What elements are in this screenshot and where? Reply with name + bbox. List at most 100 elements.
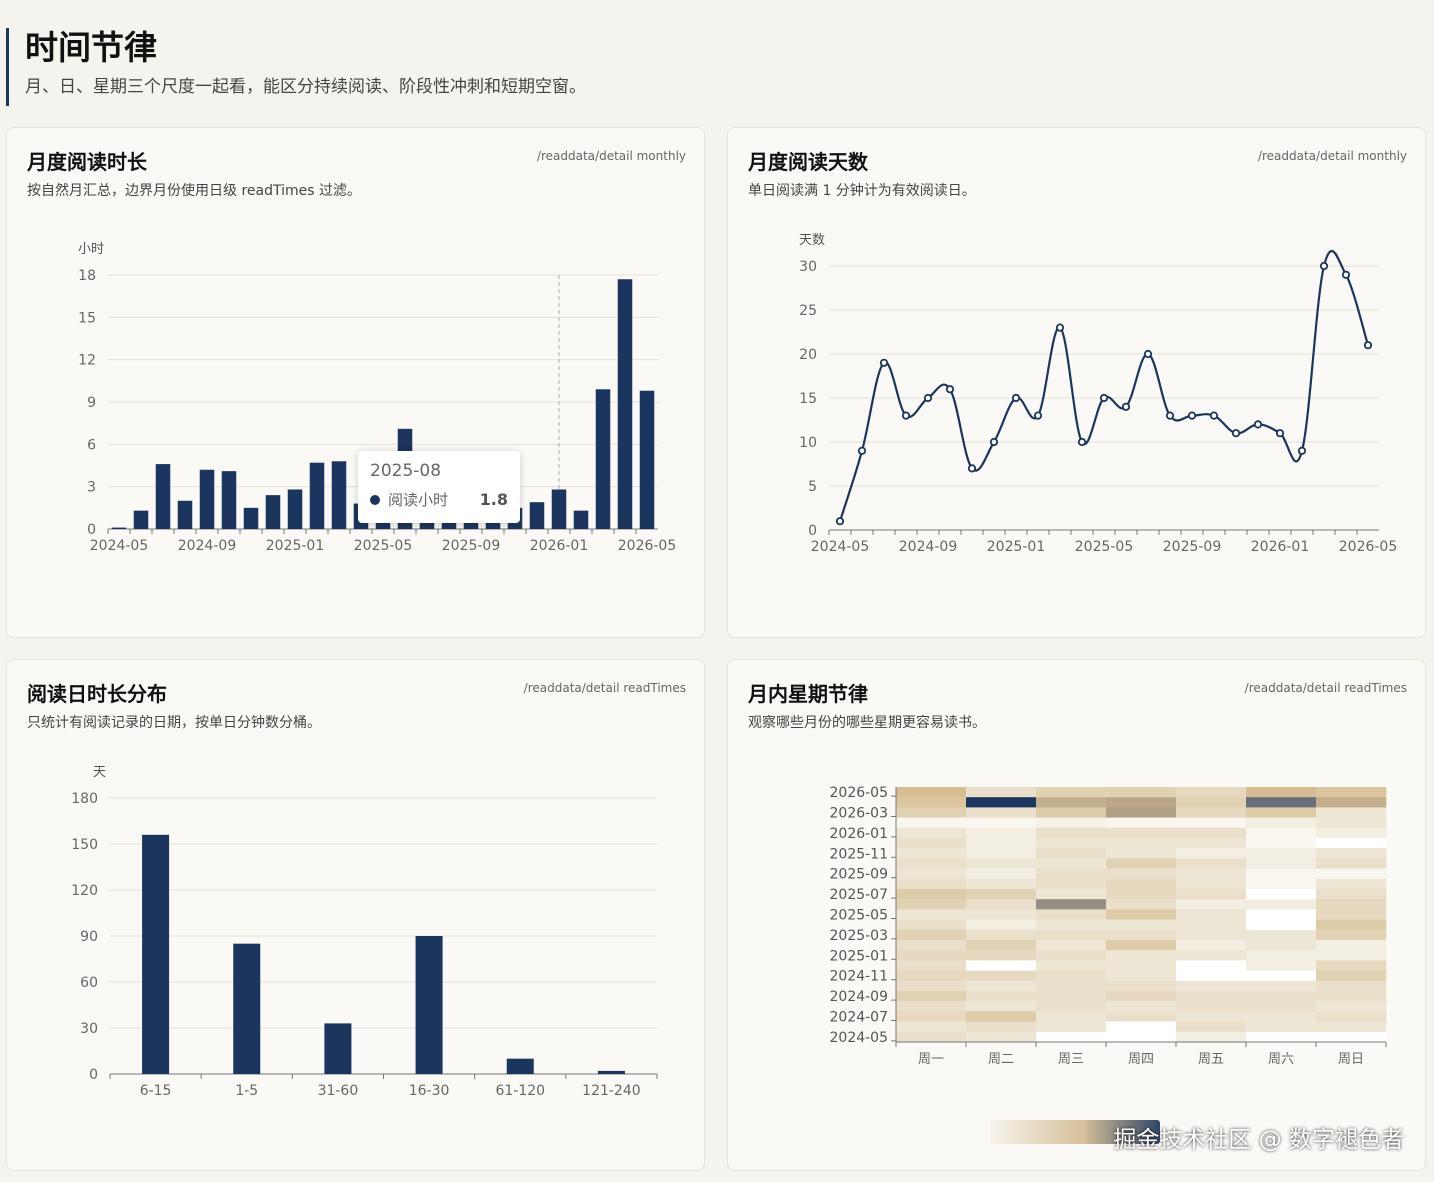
heat-cell-2024-11-周三 (1036, 970, 1107, 982)
heat-cell-2026-02-周五 (1176, 817, 1247, 829)
y-axis-label: 小时 (78, 242, 104, 257)
heat-cell-2024-05-周四 (1106, 1031, 1177, 1043)
heat-cell-2025-01-周二 (966, 950, 1037, 961)
heat-cell-2024-07-周三 (1036, 1011, 1107, 1022)
point-2024-06 (857, 446, 867, 455)
heat-cell-2025-11-周二 (966, 848, 1037, 859)
x-tick-label: 周二 (988, 1052, 1014, 1067)
heat-cell-2025-11-周三 (1036, 848, 1107, 859)
x-tick-label: 1-5 (235, 1083, 258, 1099)
bar-2024-08 (177, 500, 193, 529)
heat-cell-2026-01-周日 (1316, 827, 1387, 839)
bar-2024-10 (221, 471, 237, 529)
section-title: 时间节律 (25, 28, 157, 67)
heat-cell-2025-12-周四 (1106, 838, 1177, 849)
heat-cell-2024-11-周一 (896, 970, 967, 982)
bar-2024-09 (199, 469, 215, 529)
heat-cell-2025-04-周六 (1246, 919, 1317, 931)
heat-cell-2024-12-周五 (1176, 960, 1247, 971)
heat-cell-2025-01-周一 (896, 950, 967, 961)
bar-1-5 (233, 943, 261, 1074)
y-axis-label: 天 (93, 765, 106, 780)
heat-cell-2025-07-周二 (966, 889, 1037, 900)
heat-cell-2026-04-周二 (966, 797, 1037, 808)
heat-cell-2025-10-周一 (896, 858, 967, 869)
heat-cell-2025-07-周一 (896, 889, 967, 900)
heat-cell-2025-03-周四 (1106, 929, 1177, 941)
heat-cell-2025-03-周三 (1036, 929, 1107, 941)
y-tick-label: 2026-03 (830, 806, 889, 822)
heat-cell-2025-09-周六 (1246, 868, 1317, 880)
heat-cell-2024-09-周二 (966, 991, 1037, 1002)
heat-cell-2025-10-周四 (1106, 858, 1177, 869)
card-monthly-hours: 月度阅读时长 按自然月汇总，边界月份使用日级 readTimes 过滤。 /re… (6, 127, 705, 638)
point-2025-11 (1231, 429, 1241, 438)
heat-cell-2026-05-周五 (1176, 787, 1247, 798)
heat-cell-2026-04-周五 (1176, 797, 1247, 808)
heat-cell-2026-01-周五 (1176, 827, 1247, 839)
heat-cell-2025-05-周日 (1316, 909, 1387, 920)
heat-cell-2026-03-周四 (1106, 807, 1177, 818)
heat-cell-2026-04-周一 (896, 797, 967, 808)
heat-cell-2024-05-周一 (896, 1031, 967, 1043)
y-tick-label: 9 (87, 395, 96, 411)
heat-cell-2026-01-周四 (1106, 827, 1177, 839)
heat-cell-2025-08-周二 (966, 878, 1037, 890)
heat-cell-2024-10-周六 (1246, 980, 1317, 992)
point-2024-08 (901, 411, 911, 420)
heat-cell-2025-03-周一 (896, 929, 967, 941)
heat-cell-2025-07-周四 (1106, 889, 1177, 900)
heat-cell-2026-03-周五 (1176, 807, 1247, 818)
heat-cell-2026-03-周三 (1036, 807, 1107, 818)
heat-cell-2025-10-周五 (1176, 858, 1247, 869)
heat-cell-2025-06-周六 (1246, 899, 1317, 910)
heat-cell-2025-06-周一 (896, 899, 967, 910)
heat-cell-2024-05-周三 (1036, 1031, 1107, 1043)
point-2026-03 (1319, 261, 1329, 271)
heat-cell-2025-07-周五 (1176, 889, 1247, 900)
heat-cell-2025-02-周五 (1176, 940, 1247, 951)
heat-cell-2026-01-周一 (896, 827, 967, 839)
tooltip-value: 1.8 (479, 490, 508, 509)
x-tick-label: 2025-05 (354, 538, 413, 554)
heat-cell-2025-02-周六 (1246, 940, 1317, 951)
heat-cell-2025-05-周五 (1176, 909, 1247, 920)
y-tick-label: 2026-01 (830, 826, 889, 842)
heat-cell-2026-02-周一 (896, 817, 967, 829)
card-title: 月度阅读时长 (27, 150, 147, 174)
heat-cell-2024-09-周四 (1106, 991, 1177, 1002)
heat-cell-2026-05-周一 (896, 787, 967, 798)
heat-cell-2025-05-周六 (1246, 909, 1317, 920)
heat-cell-2024-08-周五 (1176, 1001, 1247, 1012)
bar-2025-02 (309, 462, 325, 529)
point-2026-01 (1275, 429, 1285, 438)
heat-cell-2025-01-周日 (1316, 950, 1387, 961)
heat-cell-2025-04-周三 (1036, 919, 1107, 931)
point-2025-03 (1055, 323, 1065, 332)
x-tick-label: 61-120 (495, 1083, 545, 1099)
heat-cell-2024-11-周四 (1106, 970, 1177, 982)
heat-cell-2025-09-周日 (1316, 868, 1387, 880)
heat-cell-2026-02-周二 (966, 817, 1037, 829)
heat-cell-2025-04-周四 (1106, 919, 1177, 931)
x-tick-label: 2025-09 (442, 538, 501, 554)
y-tick-label: 180 (71, 791, 98, 807)
heat-cell-2026-02-周四 (1106, 817, 1177, 829)
card-description: 只统计有阅读记录的日期，按单日分钟数分桶。 (27, 715, 321, 731)
heat-cell-2025-12-周六 (1246, 838, 1317, 849)
heat-cell-2025-02-周四 (1106, 940, 1177, 951)
heat-cell-2025-09-周二 (966, 868, 1037, 880)
heat-cell-2024-09-周一 (896, 991, 967, 1002)
point-2025-10 (1209, 411, 1219, 420)
point-2025-06 (1121, 402, 1131, 411)
heat-cell-2026-05-周四 (1106, 787, 1177, 798)
heat-cell-2024-09-周五 (1176, 991, 1247, 1002)
heat-cell-2025-06-周五 (1176, 899, 1247, 910)
heat-cell-2024-09-周六 (1246, 991, 1317, 1002)
tooltip-series-dot (370, 494, 380, 505)
bar-2024-11 (243, 507, 259, 529)
heat-cell-2025-03-周日 (1316, 929, 1387, 941)
heat-cell-2024-10-周二 (966, 980, 1037, 992)
heat-cell-2024-08-周日 (1316, 1001, 1387, 1012)
